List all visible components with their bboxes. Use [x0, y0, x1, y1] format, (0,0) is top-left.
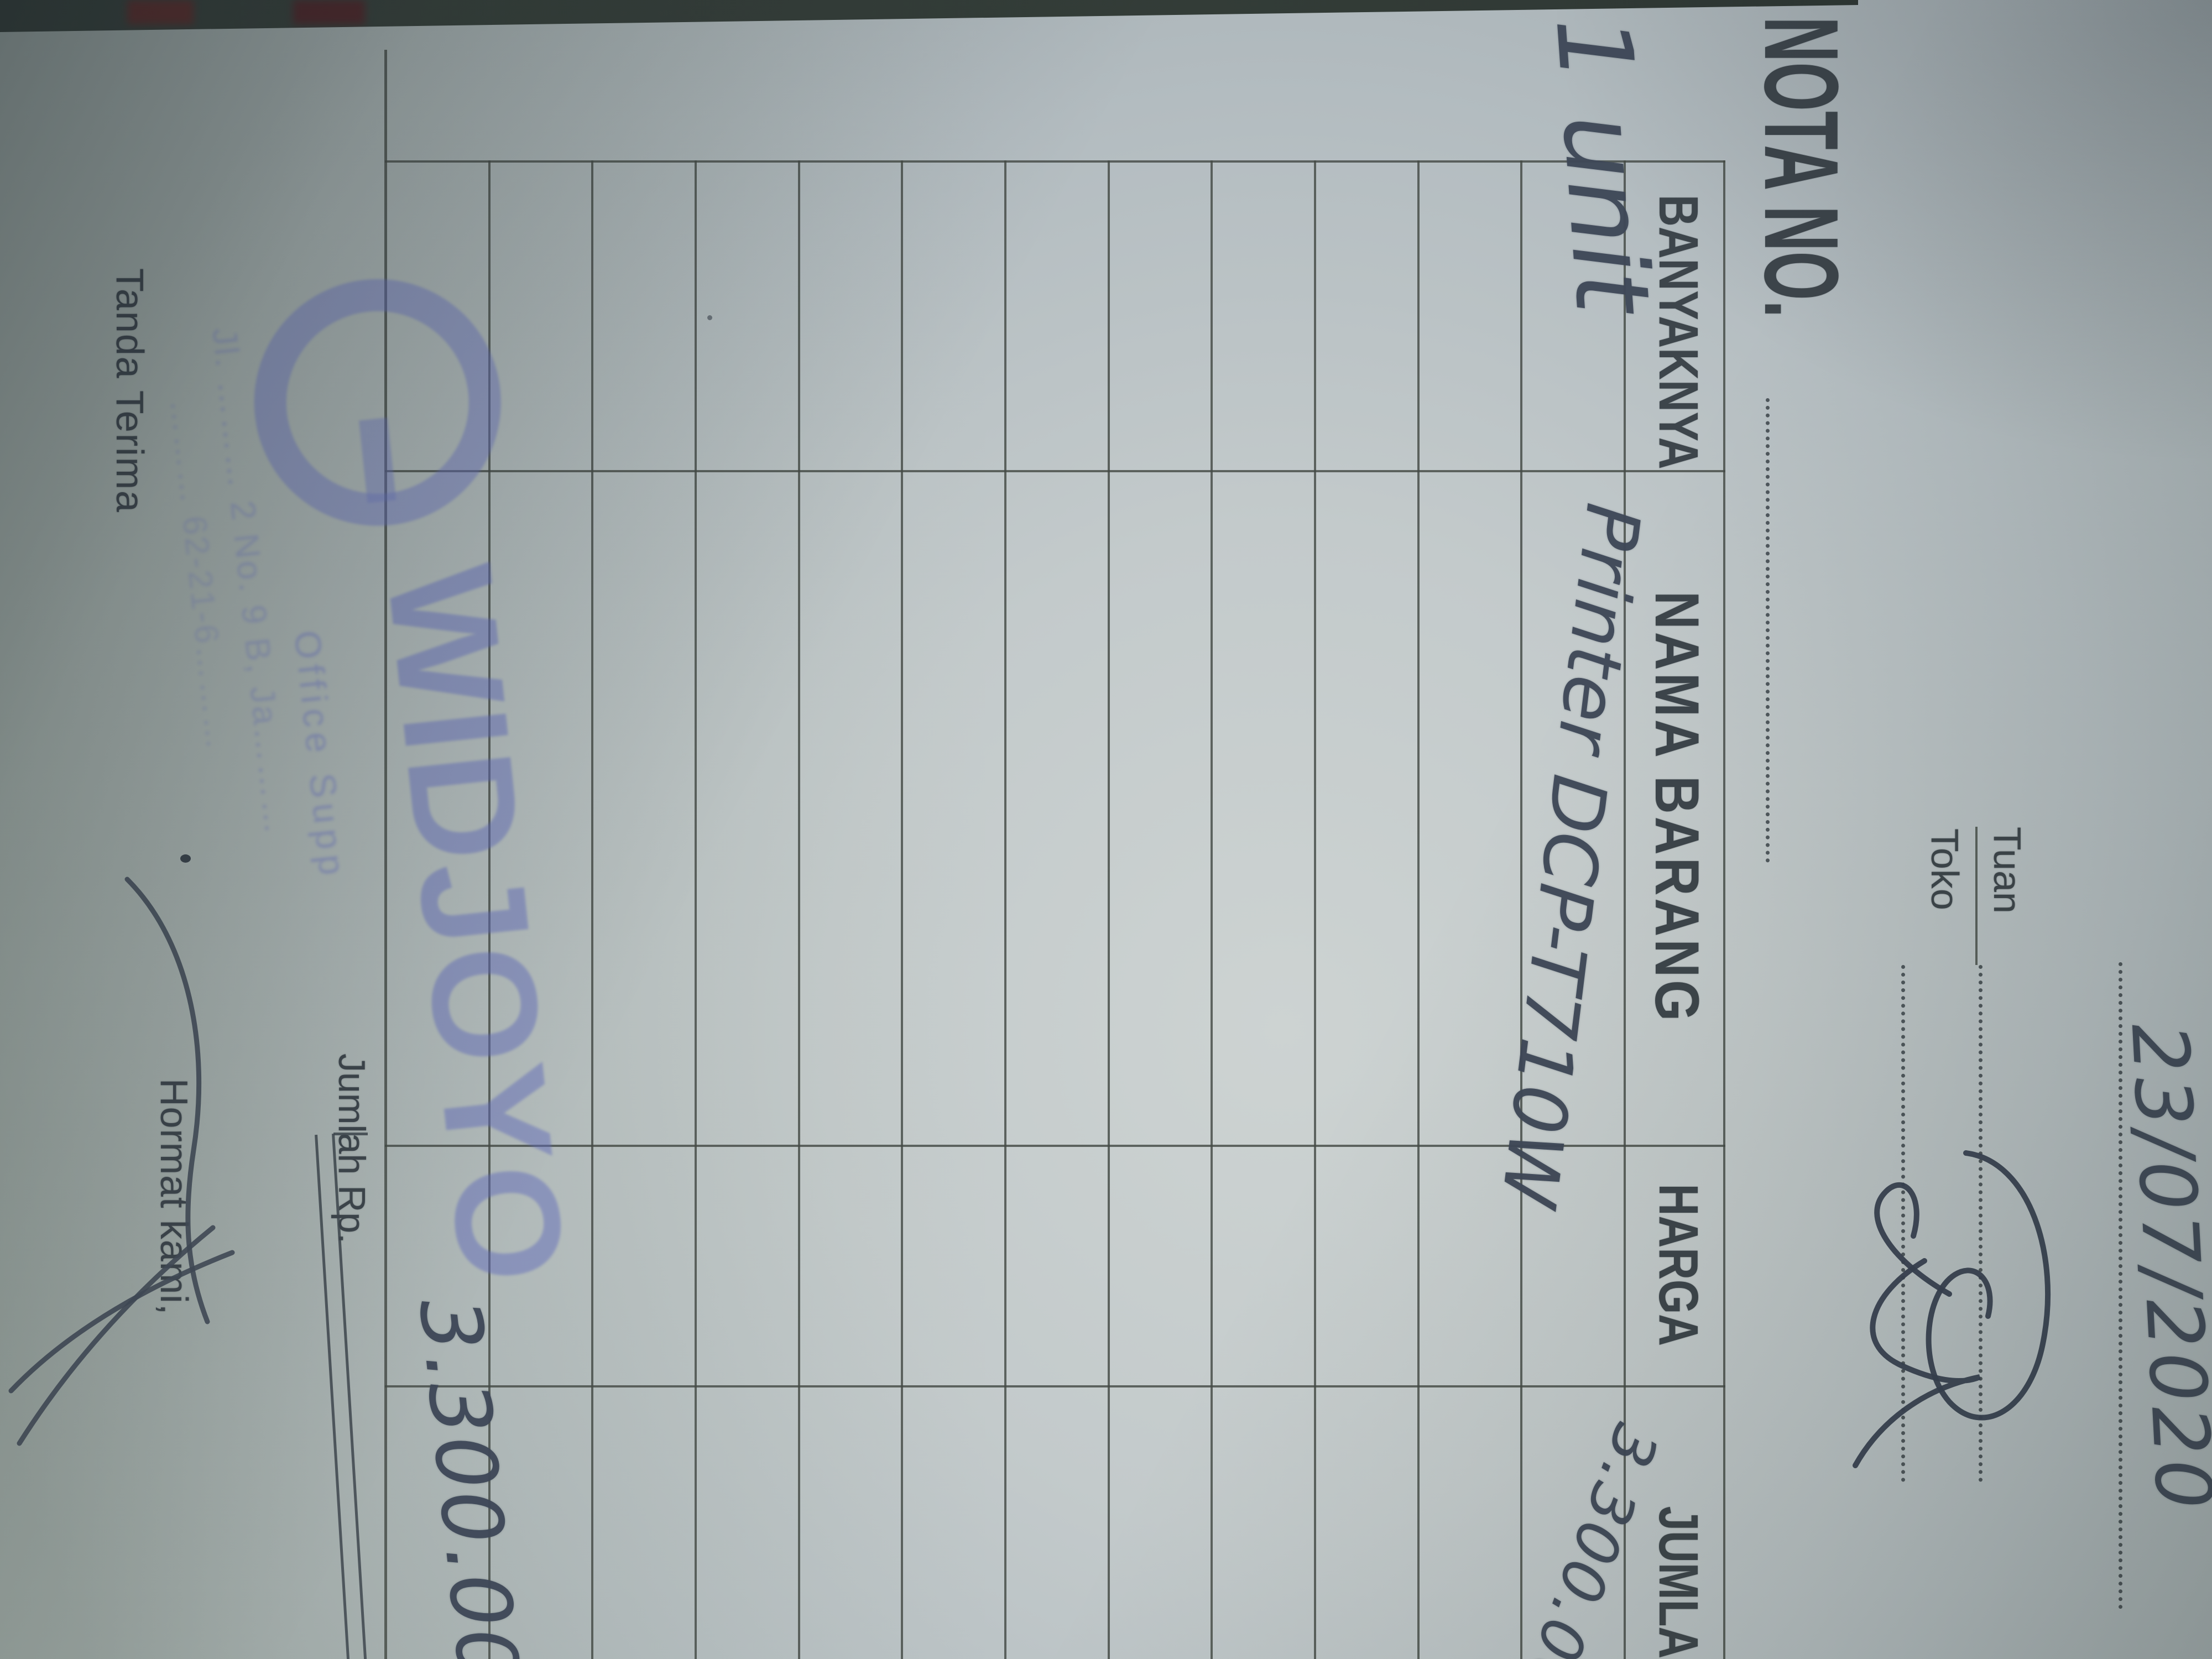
tuan-toko-divider-line: [1975, 827, 1978, 965]
tanda-terima-label: Tanda Terima: [108, 268, 152, 513]
table-row-line: [1314, 160, 1316, 1659]
nota-no-dotted-line: [1766, 398, 1770, 863]
stamp-line-2: Jl. ……… 2 No. 9 B, Ja………: [205, 326, 296, 838]
header-nama-barang: NAMA BARANG: [1642, 591, 1712, 1024]
table-row-line: [1211, 160, 1213, 1659]
table-row-line: [797, 160, 800, 1659]
toko-label: Toko: [1923, 828, 1966, 910]
header-jumlah: JUMLAH: [1647, 1506, 1709, 1659]
ink-speck: [180, 854, 191, 863]
stamp-company-name: WIDJOYO: [356, 558, 597, 1292]
total-handwriting: 3.300.000: [400, 1293, 542, 1659]
ink-speck: [707, 315, 712, 320]
stamp-logo-circle: [242, 267, 513, 538]
table-row-line: [1004, 160, 1006, 1659]
table-row-line: [901, 160, 904, 1659]
customer-signature-scribble: [1853, 1150, 2051, 1468]
row-quantity-handwriting: 1 unit: [1532, 13, 1673, 316]
table-column-line-banyaknya: [385, 470, 1725, 472]
row-amount-handwriting: 3.300.000: [1493, 1415, 1672, 1659]
date-dotted-line: [2119, 962, 2122, 1609]
background-red-patch: [127, 0, 194, 24]
table-top-border: [1723, 160, 1725, 1659]
nota-no-label: NOTA NO.: [1743, 17, 1860, 318]
table-row-line: [591, 160, 594, 1659]
header-harga: HARGA: [1647, 1183, 1709, 1347]
total-underline-tick: [333, 1133, 368, 1135]
date-handwriting: 23/07/2020: [2113, 1021, 2212, 1516]
table-column-line-harga: [385, 1385, 1725, 1387]
table-row-line: [695, 160, 697, 1659]
table-bottom-border: [384, 50, 387, 1659]
row-item-handwriting: Printer DCP-T710W: [1484, 499, 1657, 1212]
table-left-border: [385, 160, 1725, 163]
stamp-line-1: Office Supp: [286, 628, 354, 883]
stamp-line-3: ……… 62-21-6………: [163, 397, 237, 753]
table-row-line: [1107, 160, 1110, 1659]
background-red-patch: [293, 0, 365, 24]
tuan-label: Tuan: [1986, 827, 2029, 914]
seller-signature-scribble: [8, 877, 235, 1446]
table-row-line: [1417, 160, 1420, 1659]
